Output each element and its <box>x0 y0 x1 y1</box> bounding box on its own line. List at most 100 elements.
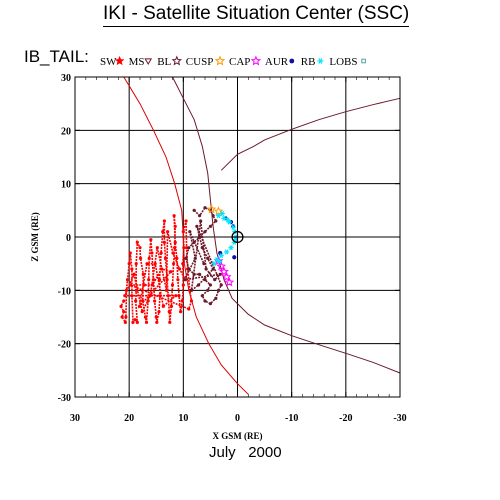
data-point-sw <box>138 246 142 250</box>
data-point-sw <box>165 278 169 282</box>
data-point-sw <box>170 283 175 287</box>
data-point-sw <box>135 320 139 324</box>
data-point-sw <box>137 304 142 308</box>
data-point-sw <box>141 299 145 303</box>
data-point-sw <box>140 310 144 314</box>
y-axis-label: Z GSM (RE) <box>30 212 40 262</box>
data-point-aur <box>232 255 237 260</box>
data-point-sw <box>133 318 137 322</box>
x-tick-label: 10 <box>178 413 188 424</box>
data-point-rb <box>224 249 230 255</box>
data-point-ms <box>193 256 197 260</box>
series-sw <box>119 214 194 325</box>
data-point-ms <box>214 219 218 223</box>
data-point-sw <box>150 283 155 287</box>
data-point-sw <box>169 304 174 308</box>
data-point-sw <box>128 251 132 255</box>
series-ms <box>182 206 223 306</box>
data-point-ms <box>218 272 222 276</box>
data-point-sw <box>148 294 152 298</box>
data-point-sw <box>161 304 165 308</box>
data-point-sw <box>175 256 179 260</box>
date-label: July 2000 <box>209 444 282 461</box>
y-tick-label: -10 <box>58 286 71 297</box>
data-point-sw <box>171 251 175 255</box>
data-point-cap <box>219 266 229 276</box>
data-point-ms <box>203 206 207 210</box>
data-point-ms <box>200 246 204 250</box>
legend-label-lobs: LOBS <box>329 56 357 68</box>
data-point-ms <box>202 262 206 266</box>
data-point-sw <box>159 251 163 255</box>
data-series <box>119 204 239 325</box>
data-point-sw <box>147 278 151 282</box>
data-point-ms <box>184 256 188 260</box>
data-point-cap <box>224 277 235 287</box>
date-month: July <box>209 444 236 461</box>
data-point-ms <box>211 214 215 218</box>
data-point-sw <box>173 246 177 250</box>
legend-symbol-cusp <box>214 55 226 66</box>
data-point-sw <box>151 278 156 282</box>
legend-label-bl: BL <box>157 56 171 68</box>
data-point-ms <box>195 224 199 228</box>
legend-symbol-bl <box>171 55 183 66</box>
data-point-ms <box>216 288 221 292</box>
data-point-sw <box>153 262 157 266</box>
x-tick-label: 20 <box>124 413 134 424</box>
x-tick-label: 0 <box>235 413 240 424</box>
data-point-sw <box>141 272 145 276</box>
data-point-ms <box>182 278 187 282</box>
data-point-sw <box>169 270 173 274</box>
chart-legend: SW MS BL CUSP CAP AUR RB LOBS <box>100 55 366 68</box>
legend-label-sw: SW <box>100 56 117 68</box>
data-point-sw <box>182 246 186 250</box>
x-tick-label: -20 <box>339 413 352 424</box>
data-point-rb <box>219 210 225 217</box>
data-point-sw <box>120 315 124 319</box>
x-tick-label: 30 <box>70 413 80 424</box>
data-point-rb <box>230 224 236 230</box>
y-tick-label: 10 <box>61 180 71 191</box>
data-point-sw <box>124 315 128 319</box>
data-point-ms <box>187 246 191 250</box>
data-point-ms <box>203 230 207 234</box>
data-point-ms <box>211 267 215 271</box>
earth-symbol <box>231 230 244 244</box>
data-point-sw <box>135 240 139 244</box>
data-point-ms <box>219 283 223 287</box>
data-point-aur <box>218 250 223 256</box>
data-point-sw <box>130 267 134 271</box>
data-point-sw <box>172 214 176 218</box>
legend-symbol-sw <box>114 55 125 66</box>
data-point-sw <box>189 299 194 303</box>
data-point-sw <box>158 294 162 298</box>
data-point-sw <box>122 299 126 303</box>
legend-symbol-ms <box>144 58 153 65</box>
x-tick-label: -10 <box>285 413 298 424</box>
magnetopause-curve <box>172 76 401 374</box>
data-point-sw <box>168 320 172 324</box>
data-point-ms <box>192 272 196 276</box>
axis-ticks: 30 20 10 0 -10 -20 -30 30 20 10 0 -10 -20 -30 <box>58 73 407 424</box>
data-point-ms <box>208 224 213 228</box>
data-point-sw <box>149 238 153 242</box>
y-tick-label: 30 <box>61 73 71 84</box>
data-point-sw <box>157 310 161 314</box>
data-point-sw <box>171 262 176 266</box>
data-point-sw <box>167 310 171 314</box>
boundary-curves <box>123 76 401 395</box>
data-point-rb <box>217 258 223 265</box>
series-trace-sw <box>120 215 193 325</box>
data-point-sw <box>160 267 164 271</box>
data-point-ms <box>197 272 202 276</box>
data-point-sw <box>181 230 185 234</box>
x-axis-label: X GSM (RE) <box>213 431 263 441</box>
data-point-ms <box>192 208 196 212</box>
data-point-ms <box>189 288 194 292</box>
data-point-sw <box>174 294 178 298</box>
magnetopause-north-curve <box>220 97 401 171</box>
data-point-sw <box>153 299 157 303</box>
legend-label-rb: RB <box>301 56 316 68</box>
